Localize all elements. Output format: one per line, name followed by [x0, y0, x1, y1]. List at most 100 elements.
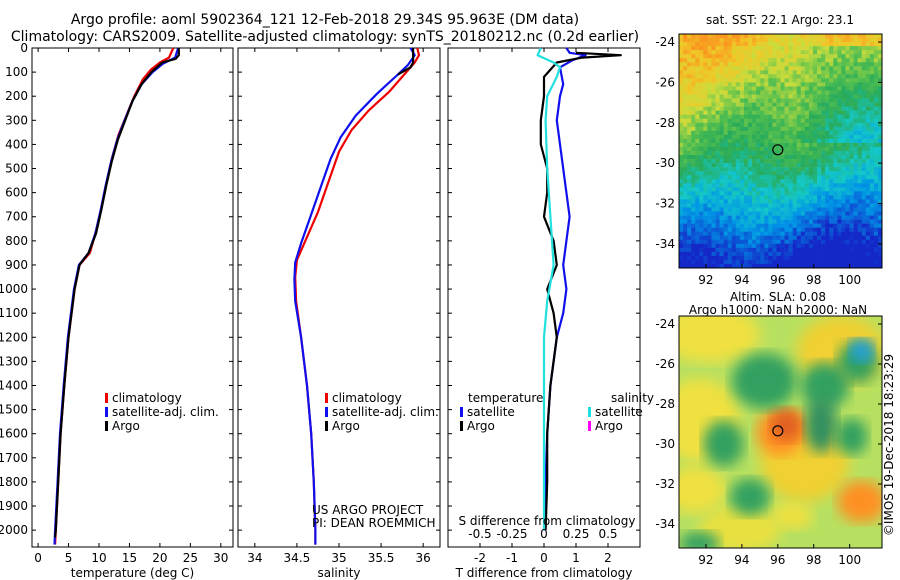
sst-cell — [772, 54, 777, 59]
sst-cell — [723, 34, 729, 39]
sst-cell — [877, 146, 883, 152]
sst-cell — [731, 122, 737, 128]
sst-cell — [756, 34, 761, 39]
sst-cell — [877, 138, 883, 144]
sst-cell — [817, 62, 822, 67]
sst-cell — [760, 211, 765, 216]
sst-cell — [849, 74, 854, 79]
sst-cell — [719, 74, 724, 79]
sst-cell — [695, 114, 700, 120]
sst-cell — [857, 159, 862, 164]
sst-cell — [877, 102, 883, 107]
sst-cell — [772, 243, 777, 249]
sst-cell — [833, 34, 838, 39]
sst-cell — [873, 94, 879, 99]
sst-cell — [735, 183, 741, 188]
sst-cell — [865, 114, 871, 120]
sst-cell — [804, 118, 810, 124]
sst-cell — [796, 247, 802, 253]
sst-cell — [857, 42, 862, 47]
sst-cell — [679, 263, 684, 269]
sst-cell — [837, 243, 842, 249]
sst-cell — [800, 70, 806, 75]
sst-cell — [768, 223, 773, 228]
sst-cell — [711, 70, 716, 75]
sst-cell — [817, 54, 822, 59]
sst-cell — [683, 38, 688, 43]
sst-cell — [837, 106, 842, 111]
sst-cell — [788, 114, 793, 120]
sst-cell — [804, 102, 810, 107]
sst-cell — [748, 114, 753, 120]
sst-cell — [772, 98, 777, 103]
sst-cell — [812, 102, 818, 107]
sst-cell — [760, 155, 765, 160]
sst-cell — [768, 215, 773, 220]
sst-cell — [731, 98, 737, 103]
sst-cell — [719, 114, 724, 120]
sst-cell — [869, 211, 875, 216]
sst-cell — [784, 211, 789, 216]
sst-cell — [735, 163, 741, 168]
sst-cell — [703, 146, 708, 152]
sst-cell — [865, 74, 871, 79]
sst-cell — [796, 159, 802, 164]
sst-cell — [679, 42, 684, 47]
sst-cell — [792, 155, 798, 160]
sst-cell — [857, 167, 862, 172]
sst-cell — [768, 207, 773, 212]
sst-cell — [772, 195, 777, 200]
sst-cell — [808, 171, 814, 176]
sst-cell — [711, 54, 716, 59]
sst-cell — [711, 219, 716, 224]
sst-cell — [731, 171, 737, 176]
sst-cell — [873, 247, 879, 253]
sst-cell — [703, 66, 708, 71]
sla-anomaly-blob — [835, 418, 868, 456]
sst-cell — [869, 94, 875, 99]
sst-cell — [825, 110, 830, 115]
sst-cell — [703, 235, 708, 241]
sst-cell — [833, 215, 838, 220]
sst-cell — [780, 183, 785, 188]
sst-cell — [752, 146, 757, 152]
sst-cell — [861, 134, 867, 140]
sst-cell — [788, 74, 793, 79]
sst-cell — [853, 130, 858, 136]
sst-cell — [804, 90, 810, 95]
legend-label: satellite-adj. clim. — [332, 405, 439, 419]
sst-cell — [873, 90, 879, 95]
sst-cell — [756, 142, 761, 148]
sst-cell — [703, 82, 708, 87]
sst-cell — [768, 255, 773, 261]
sst-cell — [865, 70, 871, 75]
sst-cell — [687, 78, 692, 83]
sst-cell — [837, 211, 842, 216]
sst-cell — [792, 138, 798, 144]
sst-cell — [825, 50, 830, 55]
sst-cell — [723, 138, 729, 144]
sst-cell — [760, 187, 765, 192]
sst-cell — [756, 211, 761, 216]
sst-cell — [865, 239, 871, 245]
sst-cell — [743, 130, 749, 136]
sst-cell — [873, 122, 879, 128]
sst-cell — [776, 255, 781, 261]
sst-cell — [679, 219, 684, 224]
sst-cell — [812, 94, 818, 99]
sst-cell — [841, 102, 846, 107]
sst-cell — [808, 243, 814, 249]
sst-cell — [691, 78, 696, 83]
sst-cell — [792, 263, 798, 269]
sst-cell — [877, 151, 883, 156]
sst-cell — [748, 142, 753, 148]
sst-cell — [695, 215, 700, 220]
sst-cell — [752, 114, 757, 120]
sst-cell — [869, 118, 875, 124]
sst-cell — [731, 78, 737, 83]
sst-cell — [768, 42, 773, 47]
sst-cell — [853, 46, 858, 51]
sst-cell — [796, 82, 802, 87]
sst-cell — [877, 74, 883, 79]
sst-cell — [748, 255, 753, 261]
